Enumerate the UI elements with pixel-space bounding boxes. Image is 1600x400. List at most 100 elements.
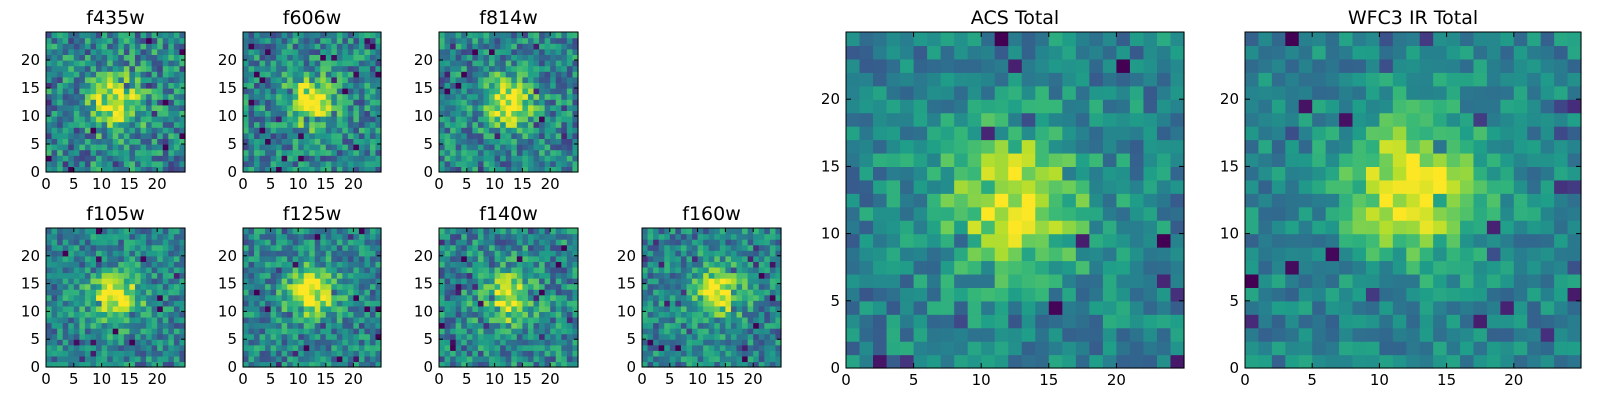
heatmap-cell <box>353 132 360 139</box>
heatmap-cell <box>353 305 360 312</box>
heatmap-cell <box>539 155 546 162</box>
heatmap-cell <box>708 305 715 312</box>
heatmap-cell <box>168 43 175 50</box>
heatmap-cell <box>314 283 321 290</box>
heatmap-cell <box>84 244 92 251</box>
heatmap-cell <box>522 43 529 50</box>
heatmap-cell <box>157 71 164 78</box>
heatmap-cell <box>353 316 360 324</box>
heatmap-cell <box>913 206 928 221</box>
heatmap-cell <box>375 166 382 173</box>
heatmap-cell <box>369 255 377 262</box>
heatmap-cell <box>658 255 665 262</box>
heatmap-cell <box>270 305 277 312</box>
heatmap-cell <box>1048 179 1063 194</box>
heatmap-cell <box>1170 206 1185 221</box>
heatmap-cell <box>886 193 901 208</box>
heatmap-cell <box>539 32 546 39</box>
heatmap-cell <box>886 287 901 302</box>
heatmap-cell <box>527 261 535 268</box>
heatmap-cell <box>753 355 760 363</box>
heatmap-cell <box>913 220 928 235</box>
heatmap-cell <box>647 361 654 368</box>
heatmap-cell <box>954 206 969 221</box>
heatmap-cell <box>140 328 147 335</box>
heatmap-cell <box>527 233 535 240</box>
heatmap-cell <box>336 255 343 262</box>
heatmap-cell <box>483 228 490 235</box>
heatmap-cell <box>550 37 557 44</box>
heatmap-cell <box>358 166 366 173</box>
heatmap-cell <box>68 328 75 335</box>
heatmap-cell <box>658 250 665 257</box>
heatmap-cell <box>90 88 97 95</box>
heatmap-cell <box>146 116 153 123</box>
heatmap-cell <box>561 255 568 262</box>
heatmap-cell <box>522 132 529 139</box>
heatmap-cell <box>303 244 310 251</box>
heatmap-cell <box>859 341 874 356</box>
heatmap-cell <box>270 339 277 346</box>
heatmap-cell <box>544 76 551 83</box>
heatmap-cell <box>483 104 490 111</box>
heatmap-cell <box>336 272 343 279</box>
heatmap-cell <box>489 82 496 89</box>
heatmap-cell <box>461 155 468 162</box>
heatmap-cell <box>248 328 255 335</box>
heatmap-cell <box>68 138 75 145</box>
heatmap-cell <box>555 60 562 67</box>
heatmap-cell <box>1089 300 1104 315</box>
heatmap-cell <box>68 76 75 83</box>
heatmap-cell <box>342 361 349 368</box>
heatmap-cell <box>511 278 518 285</box>
heatmap-cell <box>572 328 579 335</box>
heatmap-cell <box>1035 166 1050 181</box>
heatmap-cell <box>1062 314 1077 329</box>
heatmap-cell <box>472 294 479 301</box>
heatmap-cell <box>248 250 255 257</box>
heatmap-cell <box>353 48 360 55</box>
heatmap-cell <box>572 233 579 240</box>
heatmap-cell <box>146 328 153 335</box>
heatmap-cell <box>248 272 255 279</box>
heatmap-cell <box>1170 341 1185 356</box>
heatmap-cell <box>927 206 942 221</box>
heatmap-cell <box>753 333 760 340</box>
heatmap-cell <box>859 287 874 302</box>
heatmap-cell <box>129 328 136 335</box>
heatmap-cell <box>281 355 288 363</box>
heatmap-cell <box>157 266 164 274</box>
heatmap-cell <box>439 99 446 106</box>
heatmap-cell <box>342 138 349 145</box>
heatmap-cell <box>450 104 457 111</box>
heatmap-cell <box>472 339 479 346</box>
heatmap-cell <box>270 250 277 257</box>
heatmap-cell <box>900 233 915 248</box>
heatmap-cell <box>647 344 654 351</box>
heatmap-cell <box>243 311 250 318</box>
heatmap-cell <box>489 300 496 307</box>
heatmap-cell <box>500 132 507 139</box>
heatmap-cell <box>494 333 501 340</box>
heatmap-cell <box>173 65 181 72</box>
heatmap-cell <box>325 65 332 72</box>
heatmap-cell <box>439 300 446 307</box>
heatmap-cell <box>769 239 777 246</box>
heatmap-cell <box>981 260 996 275</box>
heatmap-cell <box>1156 314 1172 329</box>
heatmap-cell <box>259 82 266 89</box>
heatmap-cell <box>168 149 175 156</box>
heatmap-cell <box>173 333 181 340</box>
heatmap-cell <box>276 48 283 55</box>
heatmap-cell <box>162 278 169 285</box>
heatmap-cell <box>747 239 754 246</box>
heatmap-cell <box>243 149 250 156</box>
heatmap-cell <box>134 300 142 307</box>
heatmap-cell <box>719 250 726 257</box>
heatmap-cell <box>314 266 321 274</box>
heatmap-cell <box>112 233 119 240</box>
heatmap-cell <box>1170 220 1185 235</box>
heatmap-cell <box>572 65 579 72</box>
heatmap-cell <box>254 54 261 61</box>
heatmap-cell <box>353 244 360 251</box>
